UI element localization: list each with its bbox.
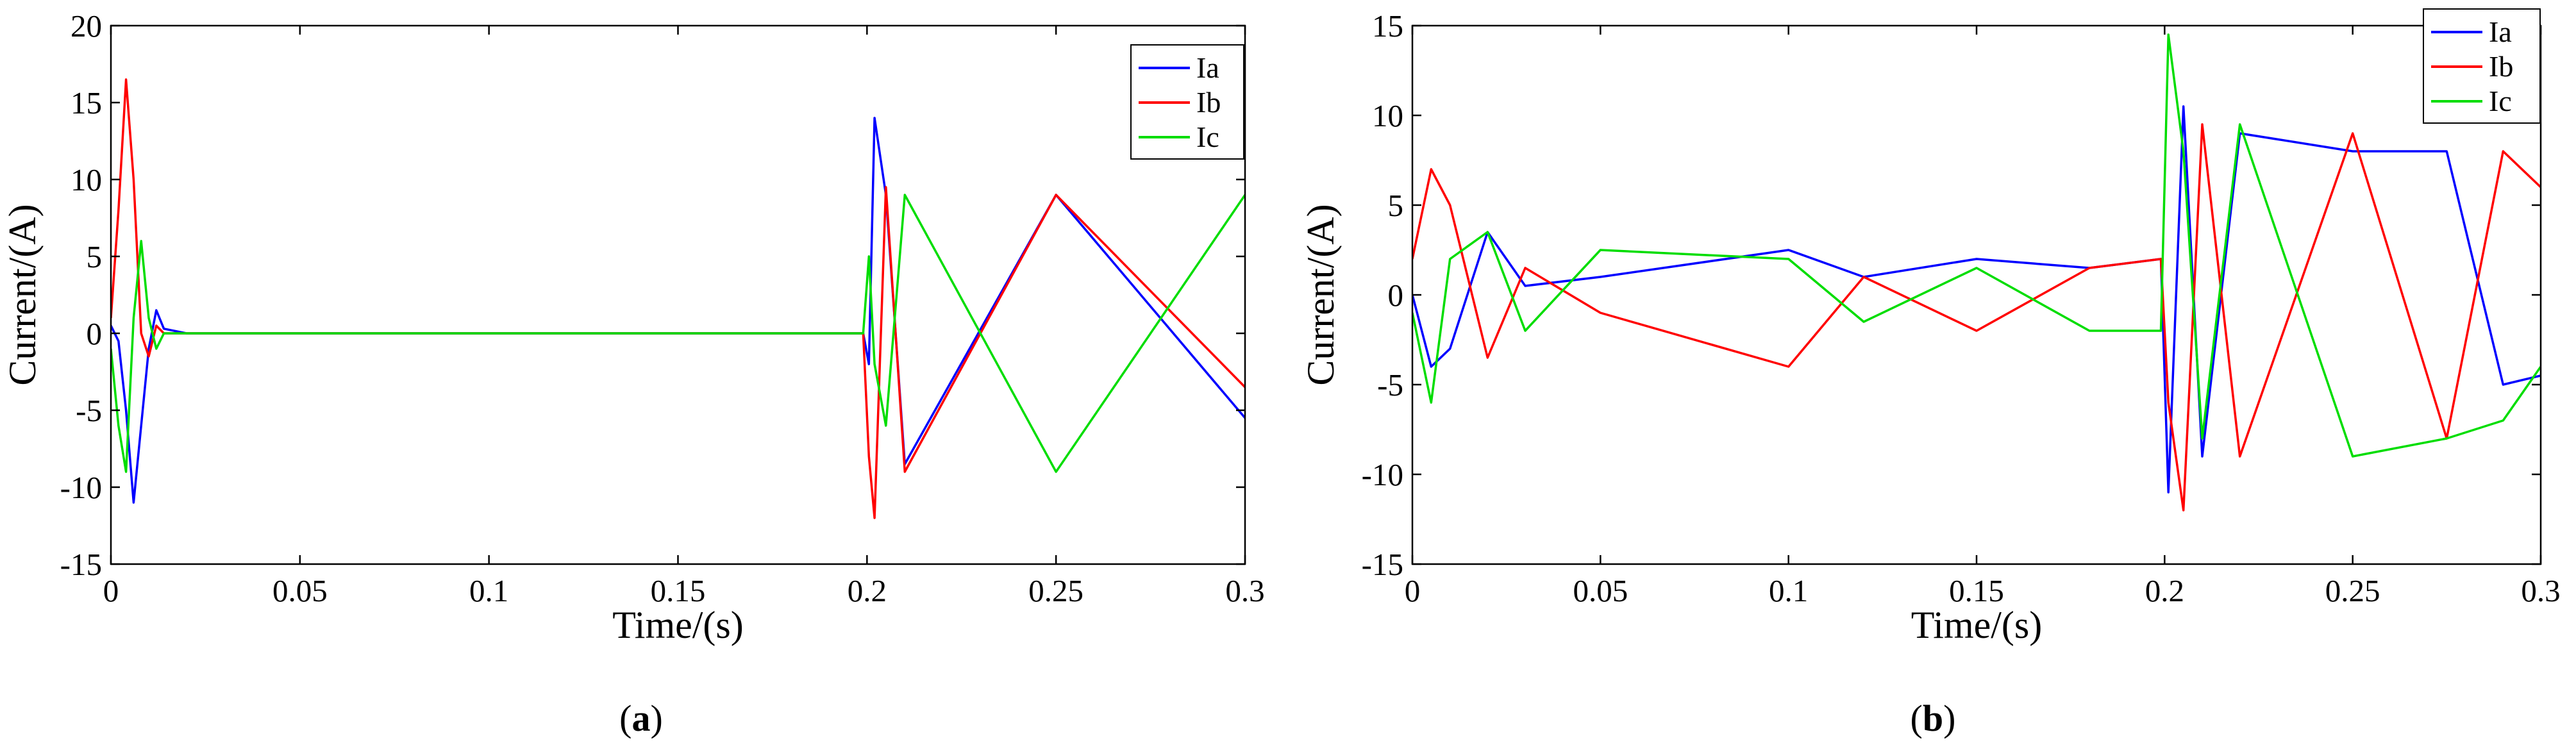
x-axis-label: Time/(s) [1911, 604, 2043, 646]
x-tick-label: 0.1 [469, 573, 508, 608]
y-tick-label: -15 [1362, 547, 1403, 582]
plot-frame-b [1411, 24, 2542, 565]
series-line-ib-a [111, 78, 1245, 519]
x-tick-label: 0 [1405, 573, 1421, 608]
y-tick-label: 15 [1372, 8, 1403, 44]
x-axis-label: Time/(s) [612, 604, 744, 646]
caption-b-open: ( [1911, 697, 1923, 739]
x-tick-label: 0.05 [1573, 573, 1628, 608]
x-tick-label: 0.05 [272, 573, 328, 608]
plot-frame-a [110, 24, 1246, 565]
x-tick-label: 0.25 [2325, 573, 2380, 608]
y-tick-label: -5 [76, 393, 102, 428]
series-line-ib-b [1412, 123, 2541, 512]
x-tick-label: 0.3 [2521, 573, 2560, 608]
y-tick-label: 15 [71, 85, 102, 121]
x-tick-label: 0.2 [848, 573, 887, 608]
y-tick-label: 20 [71, 8, 102, 44]
caption-a-close: ) [651, 697, 663, 739]
y-tick-label: 10 [71, 162, 102, 197]
chart-panel-a: 0 0.05 0.1 0.15 0.2 0.25 0.3 -15 -10 -5 0 5 10 15 20 Ti… [1, 8, 1265, 646]
x-tick-label: 0.1 [1769, 573, 1808, 608]
y-tick-label: 10 [1372, 98, 1403, 133]
x-tick-label: 0.25 [1028, 573, 1083, 608]
x-tick-label: 0.3 [1225, 573, 1264, 608]
legend-label-ic: Ic [2489, 85, 2512, 117]
series-line-ic-b [1412, 33, 2541, 458]
y-tick-label: -5 [1377, 367, 1403, 403]
legend-label-ib: Ib [1196, 86, 1221, 119]
x-tick-label: 0 [103, 573, 119, 608]
caption-a-open: ( [619, 697, 631, 739]
y-tick-label: 0 [1388, 278, 1404, 313]
caption-b-letter: b [1923, 697, 1943, 739]
series-line-ia-b [1412, 105, 2541, 494]
caption-a: (a) [619, 697, 663, 739]
y-axis-label: Current/(A) [1300, 204, 1342, 385]
series-line-ic-a [111, 194, 1245, 473]
legend-label-ic: Ic [1196, 121, 1219, 153]
y-tick-label: -10 [1362, 457, 1403, 492]
caption-b-close: ) [1943, 697, 1955, 739]
y-axis-label: Current/(A) [1, 204, 44, 385]
y-tick-label: 5 [87, 239, 103, 274]
legend-label-ia: Ia [2489, 15, 2512, 48]
y-tick-label: 0 [87, 316, 103, 351]
caption-a-letter: a [632, 697, 651, 739]
legend-label-ib: Ib [2489, 50, 2513, 83]
y-tick-label: -10 [60, 470, 102, 505]
y-tick-label: -15 [60, 547, 102, 582]
caption-b: (b) [1911, 697, 1956, 739]
y-tick-label: 5 [1388, 188, 1404, 223]
x-tick-label: 0.15 [1949, 573, 2004, 608]
legend-label-ia: Ia [1196, 51, 1219, 84]
x-tick-label: 0.15 [651, 573, 706, 608]
chart-panel-b: 0 0.05 0.1 0.15 0.2 0.25 0.3 -15 -10 -5 0 5 10 15 Time… [1300, 8, 2561, 646]
x-tick-label: 0.2 [2145, 573, 2184, 608]
